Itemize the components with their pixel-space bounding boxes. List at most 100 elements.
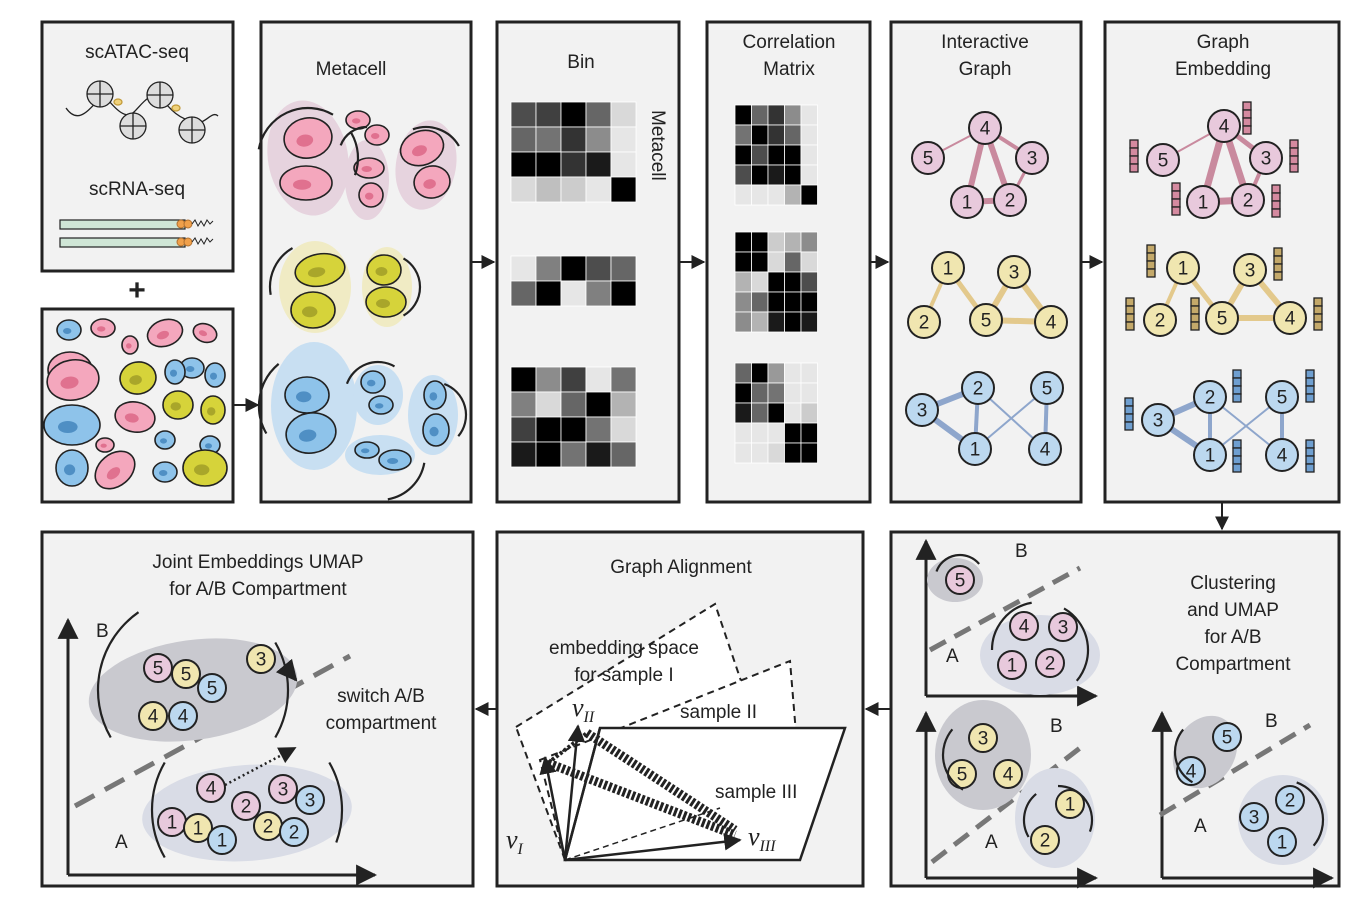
matrix-cell xyxy=(610,151,637,178)
matrix-cell xyxy=(560,280,587,307)
cell xyxy=(94,450,136,490)
graph-node xyxy=(168,701,198,731)
node-label-5: 5 xyxy=(207,679,218,700)
embedding-vector-cell xyxy=(1146,268,1156,278)
cell-nucleus xyxy=(423,179,436,189)
embedding-vector-cell xyxy=(1313,313,1323,323)
cell xyxy=(204,362,226,388)
cell-nucleus xyxy=(429,392,438,401)
graph-node xyxy=(907,305,941,339)
graph-title-2: Graph xyxy=(959,59,1012,80)
node-label-1: 1 xyxy=(217,831,228,852)
embedding-vector-cell xyxy=(1129,155,1139,165)
matrix-cell xyxy=(610,126,637,153)
graph-node xyxy=(1273,301,1307,335)
matrix-cell xyxy=(560,151,587,178)
embedding-vector-cell xyxy=(1271,208,1281,218)
matrix-cell xyxy=(800,164,818,186)
cell-nucleus xyxy=(106,467,121,480)
compartment-divider xyxy=(928,565,1082,653)
embedding-vector-cell xyxy=(1190,305,1200,315)
node-label-3: 3 xyxy=(256,650,267,671)
cell-nucleus xyxy=(387,458,399,464)
matrix-cell xyxy=(767,291,785,313)
matrix-cell xyxy=(784,124,802,146)
matrix-cell xyxy=(734,144,752,166)
embedding-vector-cell xyxy=(1232,393,1242,403)
dashed-arc xyxy=(1173,728,1194,784)
dashed-arc xyxy=(257,106,334,150)
matrix-cell xyxy=(800,442,818,464)
node-label-3: 3 xyxy=(917,401,928,422)
v-ii-label: vII xyxy=(572,693,595,726)
cell xyxy=(360,370,386,394)
node-label-2: 2 xyxy=(1155,311,1166,332)
cell xyxy=(46,358,100,402)
embedding-vector-cell xyxy=(1273,255,1283,265)
graph-node xyxy=(958,432,992,466)
node-label-1: 1 xyxy=(962,193,973,214)
matrix-cell xyxy=(784,422,802,444)
metacell-title: Metacell xyxy=(316,59,387,80)
cell xyxy=(422,413,450,447)
node-label-5: 5 xyxy=(957,765,968,786)
embed-title-2: Embedding xyxy=(1175,59,1271,80)
embedding-vector-cell xyxy=(1289,147,1299,157)
cell xyxy=(55,449,89,487)
node-label-3: 3 xyxy=(1153,411,1164,432)
graph-node xyxy=(1009,611,1039,641)
matrix-cell xyxy=(560,391,587,418)
graph-node xyxy=(1265,438,1299,472)
alignment-planes xyxy=(514,602,847,862)
embedding-vector-cell xyxy=(1305,439,1315,449)
graph-node xyxy=(143,653,173,683)
dashed-arc xyxy=(935,553,980,572)
graph-node xyxy=(1231,183,1265,217)
embedding-vector-cell xyxy=(1129,163,1139,173)
switch-label-2: compartment xyxy=(326,713,438,734)
graph-node xyxy=(993,759,1023,789)
embedding-vector-cell xyxy=(1273,247,1283,257)
cell xyxy=(182,449,228,487)
cell-nucleus xyxy=(352,118,361,124)
matrix-cell xyxy=(767,422,785,444)
cell xyxy=(121,335,139,355)
node-label-4: 4 xyxy=(1285,309,1296,330)
node-label-3: 3 xyxy=(1249,808,1260,829)
matrix-cell xyxy=(751,442,769,464)
matrix-cell xyxy=(535,280,562,307)
cell-nucleus xyxy=(361,166,372,172)
graph-node xyxy=(1275,785,1305,815)
cell-nucleus xyxy=(361,448,370,454)
panel-graph-embedding xyxy=(1103,20,1341,504)
embedding-vector-cell xyxy=(1190,313,1200,323)
matrix-cell xyxy=(767,402,785,424)
embedding-vector-cell xyxy=(1232,447,1242,457)
matrix-cell xyxy=(784,442,802,464)
embedding-vector-cell xyxy=(1125,305,1135,315)
matrix-cell xyxy=(535,176,562,203)
embedding-vector-cell xyxy=(1146,252,1156,262)
graph-node xyxy=(1265,380,1299,414)
matrix-cell xyxy=(751,362,769,384)
cell-nucleus xyxy=(371,133,380,139)
joint-label-a: A xyxy=(115,832,128,853)
alignment-vectors xyxy=(539,724,742,862)
graph-node xyxy=(246,644,276,674)
dashed-arc xyxy=(1063,607,1090,682)
matrix-cell xyxy=(800,402,818,424)
cell xyxy=(345,110,371,130)
bin-title: Bin xyxy=(567,52,594,73)
matrix-cell xyxy=(734,231,752,253)
node-label-5: 5 xyxy=(1217,309,1228,330)
embedding-vector-cell xyxy=(1305,393,1315,403)
node-label-5: 5 xyxy=(1042,379,1053,400)
node-label-5: 5 xyxy=(153,659,164,680)
node-label-2: 2 xyxy=(241,797,252,818)
panel-interactive-graph xyxy=(889,20,1083,504)
cell-nucleus xyxy=(124,413,139,423)
graph-node xyxy=(138,701,168,731)
node-label-3: 3 xyxy=(1058,618,1069,639)
corr-title-1: Correlation xyxy=(743,32,836,53)
matrix-cell xyxy=(560,416,587,443)
